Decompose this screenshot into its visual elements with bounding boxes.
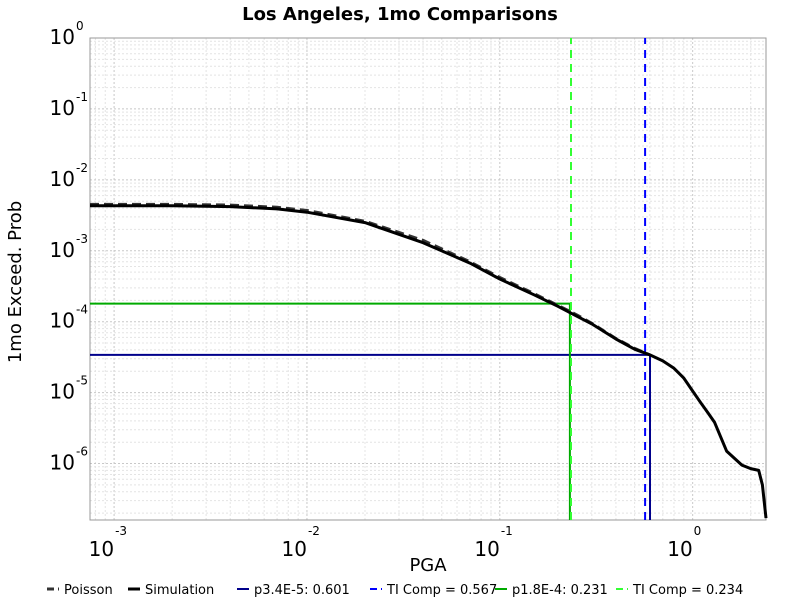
series-layer	[90, 38, 768, 520]
x-tick-base: 10	[89, 537, 114, 561]
y-tick-base: 10	[50, 96, 75, 120]
legend-label: TI Comp = 0.567	[386, 583, 497, 598]
y-tick-exponent: -4	[76, 303, 88, 317]
series-line-4	[90, 302, 571, 520]
x-tick-exponent: -3	[115, 524, 127, 538]
legend-label: p3.4E-5: 0.601	[254, 583, 350, 598]
y-tick-label: 10 -4	[50, 303, 88, 333]
grid	[90, 37, 766, 520]
x-tick-label: 10-1	[474, 524, 512, 561]
y-tick-exponent: -1	[76, 90, 88, 104]
y-tick-exponent: -5	[76, 374, 88, 388]
x-tick-label: 10-2	[282, 524, 320, 561]
legend-label: p1.8E-4: 0.231	[512, 583, 608, 598]
legend-label: Poisson	[64, 583, 113, 598]
y-tick-label: 10 -1	[50, 90, 88, 120]
y-tick-base: 10	[50, 238, 75, 262]
y-tick-label: 10 -6	[50, 445, 88, 475]
y-tick-label: 10 0	[50, 19, 84, 49]
legend-item: p3.4E-5: 0.601	[237, 583, 350, 598]
y-tick-base: 10	[50, 309, 75, 333]
x-tick-exponent: -1	[501, 524, 513, 538]
y-tick-base: 10	[50, 167, 75, 191]
chart-title: Los Angeles, 1mo Comparisons	[242, 4, 558, 25]
legend-item: p1.8E-4: 0.231	[495, 583, 608, 598]
legend-item: Poisson	[47, 583, 113, 598]
x-tick-exponent: 0	[694, 524, 702, 538]
y-axis-label: 1mo Exceed. Prob	[5, 201, 26, 363]
x-tick-base: 10	[474, 537, 499, 561]
y-tick-base: 10	[50, 25, 75, 49]
legend-label: TI Comp = 0.234	[632, 583, 743, 598]
y-tick-exponent: 0	[76, 19, 84, 33]
series-line-1	[90, 204, 768, 519]
y-tick-base: 10	[50, 451, 75, 475]
y-tick-exponent: -2	[76, 161, 88, 175]
y-tick-exponent: -6	[76, 445, 88, 459]
x-tick-base: 10	[667, 537, 692, 561]
series-line-0	[90, 202, 651, 357]
legend-label: Simulation	[145, 583, 214, 598]
y-tick-base: 10	[50, 380, 75, 404]
x-axis-label: PGA	[409, 555, 447, 576]
legend-item: TI Comp = 0.567	[370, 583, 497, 598]
legend: Poisson Simulation p3.4E-5: 0.601 TI Comp =…	[47, 583, 743, 598]
y-tick-label: 10 -3	[50, 232, 88, 262]
series-line-2	[90, 353, 651, 520]
x-tick-label: 10-3	[89, 524, 127, 561]
y-tick-label: 10 -5	[50, 374, 88, 404]
x-tick-label: 100	[667, 524, 701, 561]
legend-item: Simulation	[128, 583, 214, 598]
y-tick-exponent: -3	[76, 232, 88, 246]
legend-item: TI Comp = 0.234	[616, 583, 743, 598]
plot-area	[89, 37, 767, 521]
x-tick-base: 10	[282, 537, 307, 561]
y-tick-label: 10 -2	[50, 161, 88, 191]
x-tick-exponent: -2	[308, 524, 320, 538]
